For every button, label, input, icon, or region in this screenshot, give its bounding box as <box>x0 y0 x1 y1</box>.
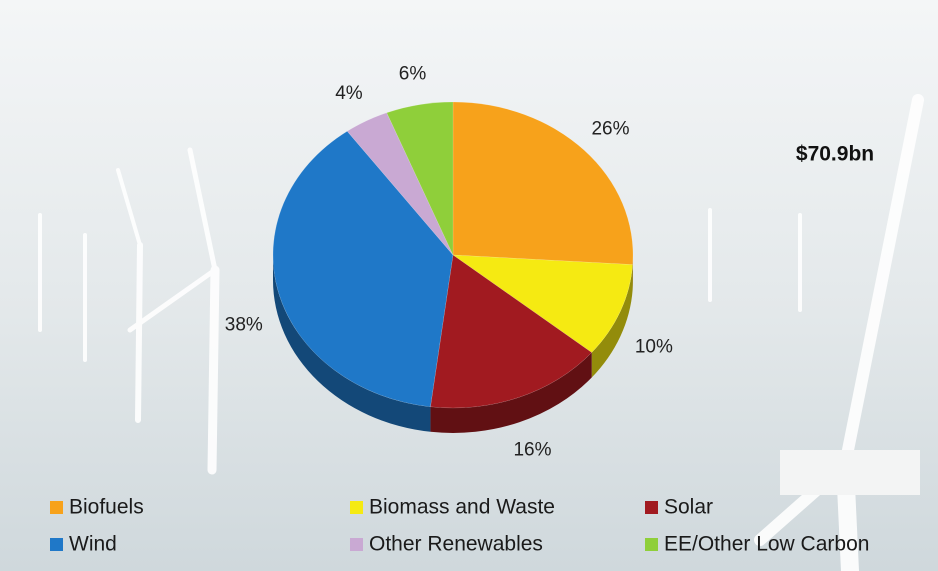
legend-swatch <box>350 538 363 551</box>
value-label: 26% <box>591 118 629 139</box>
legend-swatch <box>645 501 658 514</box>
legend-swatch <box>50 538 63 551</box>
slice <box>452 254 633 353</box>
legend-label: EE/Other Low Carbon <box>664 533 869 556</box>
slice <box>452 101 634 265</box>
slice-side <box>430 352 592 433</box>
slice <box>272 130 454 408</box>
value-label: 6% <box>399 64 427 85</box>
value-label: 4% <box>335 83 363 104</box>
legend-label: Other Renewables <box>369 533 543 556</box>
value-label: 10% <box>635 337 673 358</box>
slice-side <box>591 264 633 378</box>
turbines <box>38 94 924 571</box>
slice-side <box>273 255 431 432</box>
slice <box>346 112 454 256</box>
slice <box>430 254 593 409</box>
legend: Biofuels Biomass and Waste Solar Wind Other … <box>50 496 869 556</box>
legend-label: Solar <box>664 496 713 519</box>
slice <box>386 101 454 256</box>
annotation: $70.9bn <box>796 143 874 166</box>
legend-swatch <box>350 501 363 514</box>
value-label: 16% <box>513 440 551 461</box>
legend-label: Wind <box>69 533 117 556</box>
legend-swatch <box>645 538 658 551</box>
legend-label: Biofuels <box>69 496 144 519</box>
legend-swatch <box>50 501 63 514</box>
legend-label: Biomass and Waste <box>369 496 555 519</box>
value-label: 38% <box>225 315 263 336</box>
pie: 26% 10% 16% 38% 4% 6% <box>225 64 673 461</box>
